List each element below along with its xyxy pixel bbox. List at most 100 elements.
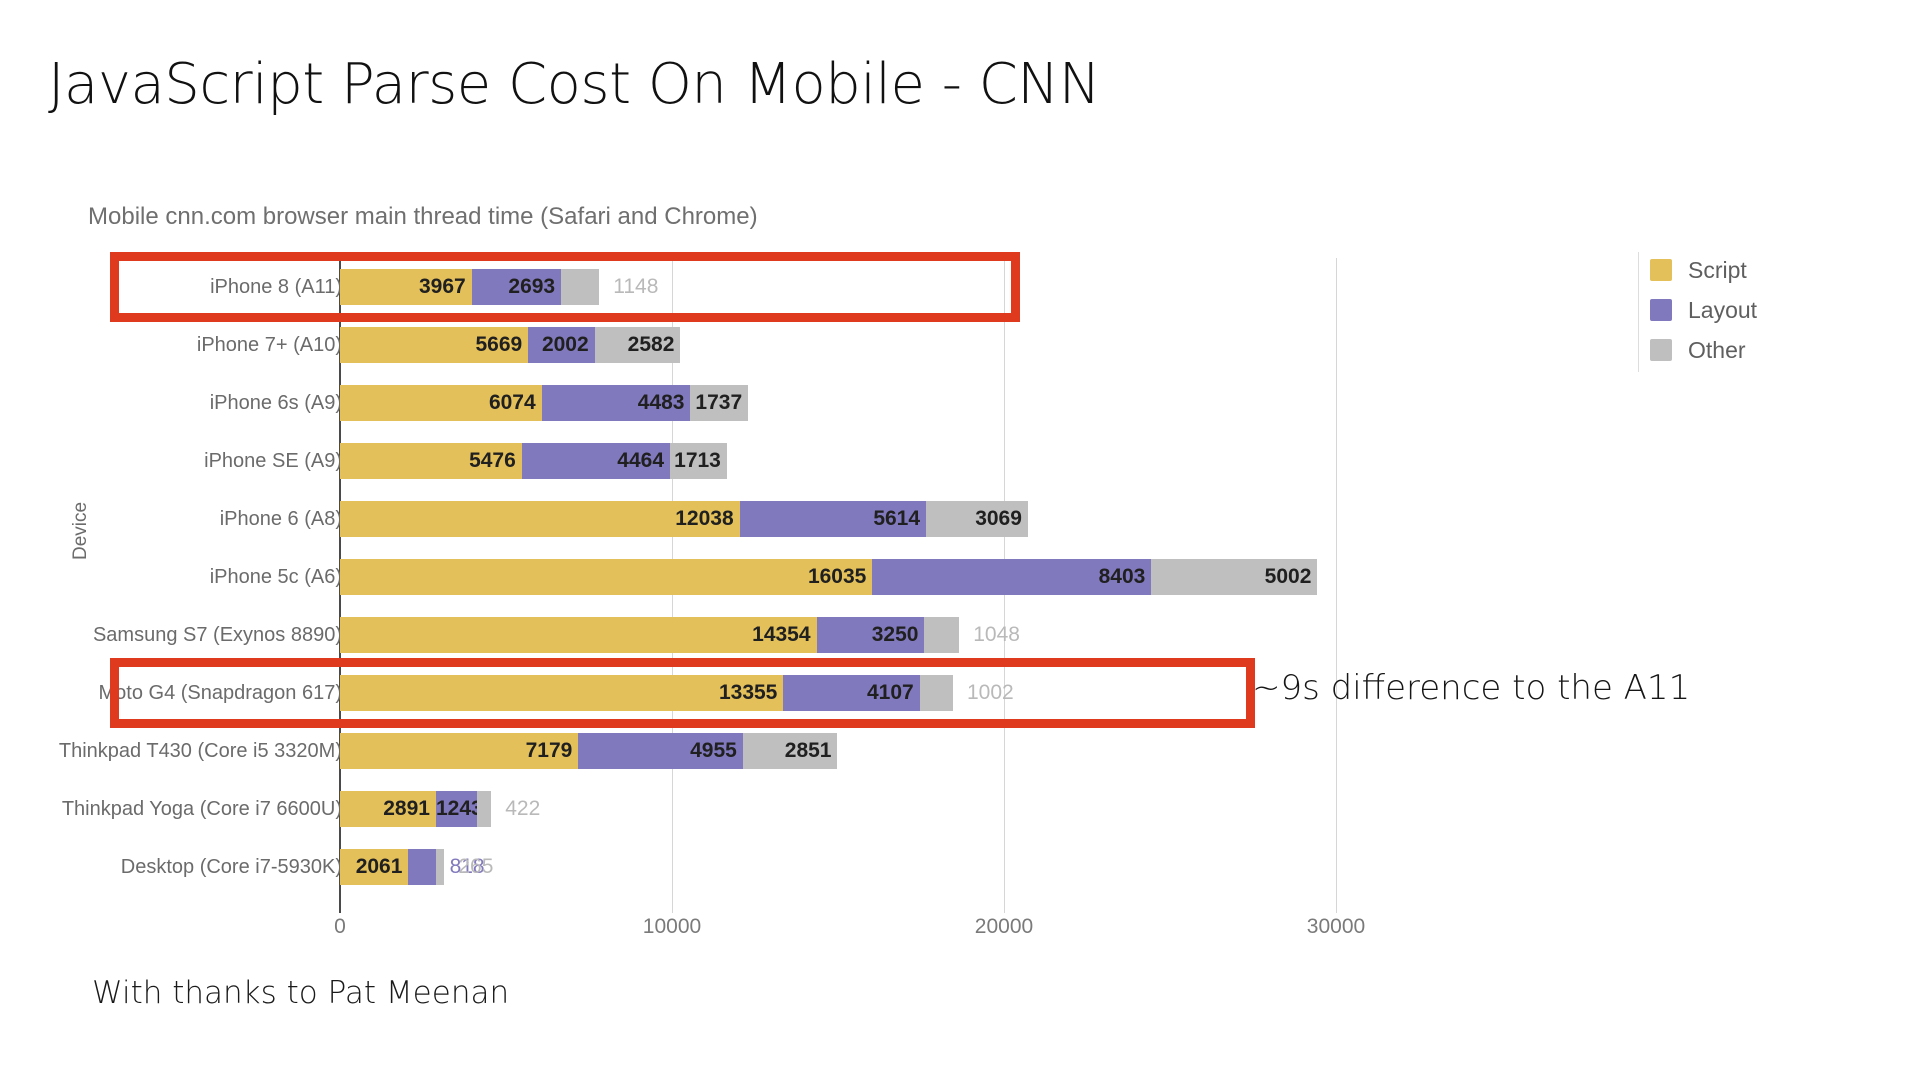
bar-segment-layout	[528, 327, 595, 363]
page-title: JavaScript Parse Cost On Mobile - CNN	[48, 52, 1101, 117]
legend-swatch-icon	[1650, 339, 1672, 361]
chart-row: iPhone SE (A9) 5476 4464 1713	[0, 443, 1920, 501]
bar-value-label: 2002	[541, 333, 589, 356]
bar-segment-layout	[471, 269, 562, 305]
stacked-bar: 5476 4464 1713	[340, 443, 727, 479]
bar-segment-script	[340, 733, 579, 769]
chart-row: Thinkpad T430 (Core i5 3320M) 7179 4955 285…	[0, 733, 1920, 791]
bar-value-label: 4483	[637, 391, 685, 414]
y-axis-category-label: iPhone 6s (A9)	[209, 392, 342, 414]
bar-segment-script	[340, 501, 740, 537]
stacked-bar: 3967 2693 1148	[340, 269, 658, 305]
chart-row: Samsung S7 (Exynos 8890) 14354 3250 1048	[0, 617, 1920, 675]
bar-value-label: 2693	[508, 275, 556, 298]
x-tick-label: 20000	[974, 915, 1034, 938]
bar-value-label: 1737	[695, 391, 743, 414]
y-axis-category-label: iPhone 6 (A8)	[219, 508, 342, 530]
y-axis-category-label: Moto G4 (Snapdragon 617)	[98, 682, 343, 704]
bar-segment-layout	[872, 559, 1152, 595]
bar-value-label: 2582	[627, 333, 675, 356]
stacked-bar: 5669 2002 2582	[340, 327, 681, 363]
stacked-bar: 2061 818 265	[340, 849, 493, 885]
bar-value-label: 4464	[617, 449, 664, 472]
bar-segment-layout	[435, 791, 478, 827]
bar-value-label: 3069	[975, 507, 1022, 530]
x-tick-label: 10000	[642, 915, 702, 938]
bar-value-label: 818	[449, 855, 485, 878]
bar-value-label: 5476	[469, 449, 516, 472]
bar-value-label: 6074	[488, 391, 536, 414]
chart-row: iPhone 7+ (A10) 5669 2002 2582	[0, 327, 1920, 385]
bar-value-label: 2061	[355, 855, 403, 878]
gridline-30000	[1336, 258, 1337, 913]
bar-segment-script	[340, 675, 784, 711]
y-axis-category-label: Samsung S7 (Exynos 8890)	[92, 624, 342, 646]
legend-label: Other	[1688, 336, 1746, 363]
y-axis-category-label: iPhone 7+ (A10)	[196, 334, 342, 356]
bar-segment-other	[670, 443, 727, 479]
bar-value-label: 16035	[807, 565, 867, 588]
y-axis-category-label: Thinkpad Yoga (Core i7 6600U)	[61, 798, 342, 820]
bar-value-label: 14354	[752, 623, 811, 646]
chart-row: Desktop (Core i7-5930K) 2061 818 265	[0, 849, 1920, 907]
legend-swatch-icon	[1650, 299, 1672, 321]
bar-segment-other	[435, 849, 445, 885]
bar-value-label: 12038	[675, 507, 734, 530]
bar-value-label: 1002	[967, 681, 1014, 704]
x-tick-label: 30000	[1306, 915, 1366, 938]
bar-segment-other	[594, 327, 681, 363]
bar-value-label: 1048	[973, 623, 1020, 646]
bar-segment-script	[340, 269, 472, 305]
bar-value-label: 4955	[690, 739, 737, 762]
bar-value-label: 1713	[674, 449, 721, 472]
bar-value-label: 3967	[418, 275, 466, 298]
bar-segment-script	[340, 327, 529, 363]
bar-segment-script	[340, 443, 522, 479]
bar-segment-layout	[816, 617, 925, 653]
bar-value-label: 2851	[784, 739, 832, 762]
bar-value-label: 2891	[383, 797, 430, 820]
bar-segment-layout	[408, 849, 436, 885]
chart-legend: Script Layout Other	[1650, 250, 1880, 370]
chart-row: iPhone 5c (A6) 16035 8403 5002	[0, 559, 1920, 617]
bar-segment-other	[742, 733, 838, 769]
legend-item-script[interactable]: Script	[1650, 250, 1880, 290]
chart-row: iPhone 6 (A8) 12038 5614 3069	[0, 501, 1920, 559]
bar-value-label: 4107	[867, 681, 914, 704]
y-axis-category-label: iPhone 5c (A6)	[209, 566, 342, 588]
bar-value-label: 5614	[873, 507, 921, 530]
bar-segment-layout	[783, 675, 920, 711]
bar-segment-other	[924, 617, 960, 653]
bar-segment-script	[340, 385, 542, 421]
chart-row: iPhone 8 (A11) 3967 2693 1148	[0, 269, 1920, 327]
legend-label: Layout	[1688, 296, 1758, 323]
stacked-bar: 7179 4955 2851	[340, 733, 838, 769]
footer-credit: With thanks to Pat Meenan	[92, 975, 510, 1011]
bar-segment-other	[690, 385, 749, 421]
stacked-bar: 14354 3250 1048	[340, 617, 1020, 653]
bar-segment-script	[340, 849, 409, 885]
bar-value-label: 7179	[525, 739, 573, 762]
y-axis-category-label: iPhone 8 (A11)	[210, 276, 342, 298]
bar-segment-other	[919, 675, 953, 711]
bar-value-label: 1148	[613, 275, 659, 298]
stacked-bar: 2891 1243 422	[340, 791, 540, 827]
legend-item-layout[interactable]: Layout	[1650, 290, 1880, 330]
stacked-bar: 6074 4483 1737	[340, 385, 749, 421]
bar-value-label: 265	[458, 855, 494, 878]
bar-segment-layout	[541, 385, 691, 421]
bar-value-label: 1243	[435, 797, 483, 820]
bar-value-label: 5002	[1264, 565, 1312, 588]
x-tick-label: 0	[334, 915, 346, 938]
legend-label: Script	[1688, 256, 1747, 283]
y-axis-category-label: Thinkpad T430 (Core i5 3320M)	[58, 740, 342, 762]
bar-segment-other	[1151, 559, 1318, 595]
chart-row: iPhone 6s (A9) 6074 4483 1737	[0, 385, 1920, 443]
bar-value-label: 8403	[1098, 565, 1146, 588]
bar-value-label: 3250	[871, 623, 919, 646]
stacked-bar: 13355 4107 1002	[340, 675, 1014, 711]
annotation-label: ~9s difference to the A11	[1252, 668, 1691, 708]
legend-item-other[interactable]: Other	[1650, 330, 1880, 370]
highlight-box	[110, 252, 1020, 322]
